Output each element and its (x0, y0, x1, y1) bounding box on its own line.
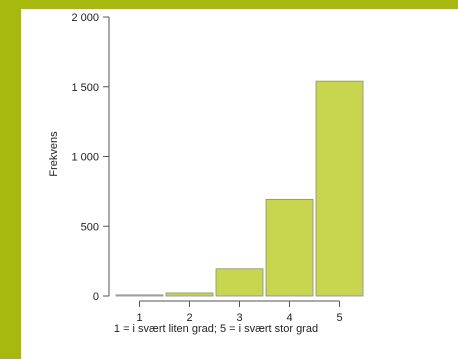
x-tick-label: 5 (336, 312, 342, 324)
x-tick-label: 3 (236, 312, 242, 324)
x-axis-label: 1 = i svært liten grad; 5 = i svært stor… (114, 323, 318, 335)
bar-1 (115, 294, 164, 297)
y-ticks-group: 0 500 1 000 1 500 2 000 (71, 12, 109, 303)
y-tick-label: 2 000 (71, 12, 99, 24)
y-tick-label: 0 (93, 291, 99, 303)
bar-chart: 0 500 1 000 1 500 2 000 1 2 3 4 5 Frekvens 1 = i… (48, 12, 364, 335)
y-tick-label: 1 500 (71, 82, 99, 94)
bar-5 (315, 80, 364, 297)
x-ticks-group: 1 2 3 4 5 (136, 301, 343, 324)
bar-2 (165, 292, 214, 297)
bar-4 (265, 198, 314, 297)
bar-3 (215, 268, 264, 297)
y-axis-label: Frekvens (48, 131, 60, 177)
x-tick-label: 2 (186, 312, 192, 324)
x-tick-label: 1 (136, 312, 142, 324)
chart-panel: 0 500 1 000 1 500 2 000 1 2 3 4 5 Frekvens 1 = i… (21, 9, 458, 359)
y-tick-label: 500 (81, 221, 99, 233)
y-tick-label: 1 000 (71, 152, 99, 164)
x-tick-label: 4 (286, 312, 292, 324)
bars-group (115, 80, 364, 297)
